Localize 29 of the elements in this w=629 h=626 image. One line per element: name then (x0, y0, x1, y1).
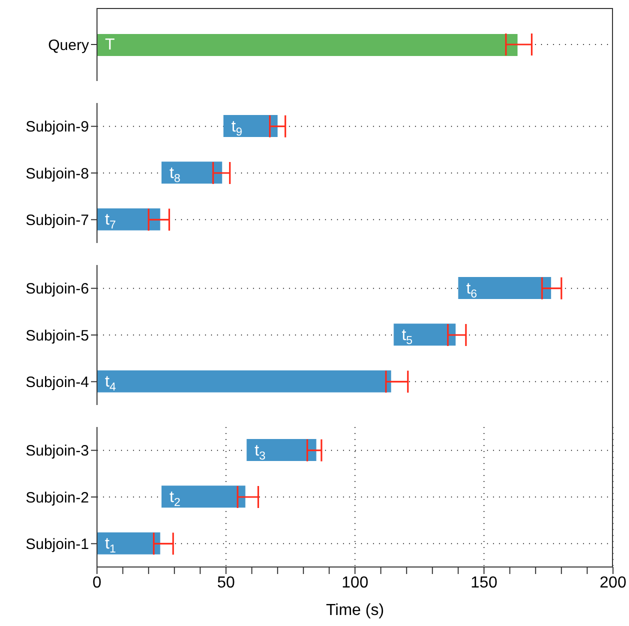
y-tick-label: Subjoin-8 (26, 165, 89, 182)
annotation: t$_{5}$ (402, 326, 413, 347)
bar (246, 439, 316, 461)
x-tick-label: 0 (92, 574, 102, 592)
annotation: t$_{8}$ (170, 164, 180, 185)
y-tick-label: Subjoin-5 (26, 327, 89, 344)
x-axis-title: Time (s) (326, 602, 384, 619)
x-tick-label: 100 (342, 574, 368, 592)
x-tick-label: 50 (217, 574, 235, 592)
annotation: t$_{3}$ (254, 442, 266, 462)
y-tick-label: Subjoin-6 (26, 280, 89, 298)
bar (97, 532, 160, 554)
bar (162, 486, 246, 508)
annotation: T (105, 36, 115, 53)
annotation: t$_{2}$ (170, 488, 180, 509)
annotation: t$_{7}$ (105, 211, 116, 232)
annotation: t$_{6}$ (466, 280, 478, 300)
y-tick-label: Subjoin-1 (26, 536, 89, 553)
x-tick-label: 150 (470, 574, 498, 592)
y-tick-label: Subjoin-7 (26, 212, 89, 229)
annotation: t$_{4}$ (105, 373, 116, 394)
x-tick-label: 200 (600, 574, 626, 592)
y-tick-label: Subjoin-2 (26, 489, 89, 506)
annotation: t$_{1}$ (105, 535, 116, 556)
y-tick-label: Subjoin-9 (26, 118, 89, 136)
annotation: t$_{9}$ (231, 118, 242, 138)
y-tick-label: Subjoin-3 (26, 442, 89, 460)
y-tick-label: Query (48, 36, 90, 54)
y-tick-label: Subjoin-4 (26, 374, 89, 391)
